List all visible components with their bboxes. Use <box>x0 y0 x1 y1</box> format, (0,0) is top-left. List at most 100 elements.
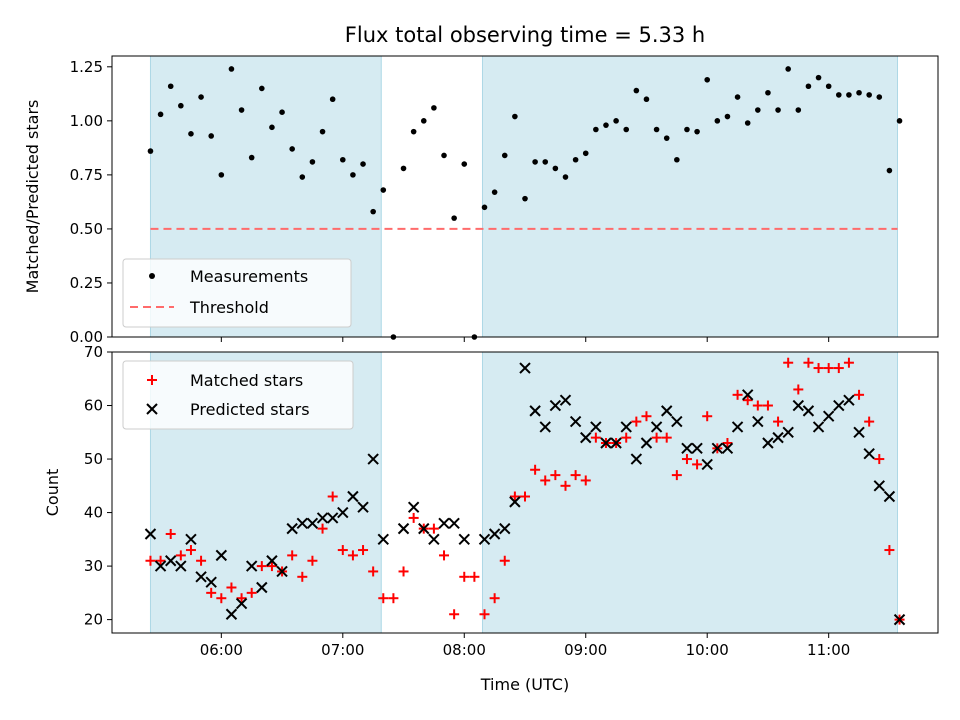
measurement-point <box>512 113 518 120</box>
predicted-star-point <box>458 533 470 546</box>
predicted-star-point <box>559 394 572 406</box>
measurement-point <box>289 146 295 152</box>
matched-star-point <box>246 587 257 598</box>
measurement-point <box>846 92 852 98</box>
shaded-interval <box>481 55 899 338</box>
bottom-axes-frame <box>111 351 939 634</box>
predicted-star-point <box>205 576 217 588</box>
matched-star-point <box>368 566 379 577</box>
matched-star-point <box>378 593 389 604</box>
measurement-point <box>613 118 619 124</box>
measurement-point <box>593 126 599 133</box>
predicted-star-point <box>863 447 875 460</box>
matched-star-point <box>813 363 824 374</box>
measurement-point <box>562 174 569 180</box>
measurement-point <box>684 126 690 133</box>
bottom-legend-box <box>122 360 354 430</box>
x-tick-label: 06:00 <box>200 641 243 659</box>
matched-star-point <box>732 389 743 400</box>
predicted-star-point <box>782 426 794 438</box>
matched-star-point <box>439 550 450 561</box>
measurement-point <box>279 109 285 115</box>
matched-star-point <box>742 395 753 406</box>
bottom-x-ticks: 06:00 07:00 08:00 09:00 10:00 11:00 <box>200 633 850 659</box>
measurement-point <box>350 172 356 178</box>
predicted-star-point <box>185 533 197 546</box>
measurement-point <box>238 107 245 113</box>
predicted-star-point <box>407 501 420 513</box>
predicted-star-point <box>580 431 592 444</box>
matched-star-point <box>671 470 682 481</box>
predicted-star-point <box>802 405 815 417</box>
predicted-star-point <box>529 405 541 417</box>
measurement-point <box>805 83 812 90</box>
matched-star-point <box>722 437 733 448</box>
matched-star-point <box>145 555 156 566</box>
predicted-star-point <box>681 442 693 455</box>
predicted-star-point <box>549 399 562 412</box>
measurement-point <box>218 172 225 178</box>
matched-star-point <box>196 555 207 566</box>
matched-star-point <box>449 609 460 620</box>
matched-star-point <box>337 545 348 556</box>
measurement-point <box>815 74 822 81</box>
matched-star-point <box>580 475 591 486</box>
bottom-points <box>144 357 906 626</box>
measurement-point <box>542 159 549 165</box>
measurement-point <box>765 89 771 96</box>
measurement-point <box>663 135 670 141</box>
predicted-star-point <box>772 431 784 444</box>
measurement-point <box>451 215 457 221</box>
measurement-point <box>755 107 761 113</box>
matched-star-point <box>540 475 551 486</box>
matched-star-point <box>631 416 642 427</box>
matched-star-point <box>681 454 692 465</box>
measurement-point <box>208 133 215 139</box>
matched-star-point <box>530 464 541 475</box>
measurement-point <box>198 94 204 100</box>
predicted-star-point <box>316 512 329 524</box>
measurement-point <box>329 96 336 103</box>
measurement-point <box>532 159 538 165</box>
predicted-star-point <box>144 528 157 540</box>
predicted-star-point <box>610 437 622 449</box>
matched-star-point <box>216 593 227 604</box>
measurement-point <box>886 167 893 174</box>
measurement-point <box>420 118 427 124</box>
measurement-point <box>228 66 235 72</box>
chart-title: Flux total observing time = 5.33 h <box>345 23 705 47</box>
predicted-star-point <box>853 426 865 438</box>
matched-star-point <box>317 523 328 534</box>
matched-star-point <box>307 555 318 566</box>
predicted-star-point <box>671 415 683 428</box>
y-tick-label: 50 <box>84 450 103 468</box>
matched-star-point <box>297 571 308 582</box>
predicted-star-point <box>377 533 389 546</box>
measurement-point <box>339 156 346 163</box>
predicted-star-point <box>286 522 298 535</box>
matched-star-point <box>327 491 338 502</box>
predicted-star-point <box>488 528 501 540</box>
measurement-point <box>734 94 741 100</box>
x-tick-label: 11:00 <box>807 641 850 659</box>
y-tick-label: 1.00 <box>70 112 103 130</box>
measurement-point <box>835 92 842 98</box>
measurement-point <box>856 89 862 96</box>
predicted-star-point <box>893 613 906 626</box>
measurement-point <box>481 204 488 211</box>
measurement-point <box>876 94 883 100</box>
predicted-star-point <box>306 517 319 529</box>
measurement-point <box>704 76 711 83</box>
matched-star-point <box>590 432 601 443</box>
matched-star-point <box>692 459 703 470</box>
measurement-point <box>370 208 376 215</box>
matched-star-point <box>358 545 369 556</box>
matched-star-point <box>287 550 298 561</box>
matched-star-point <box>489 593 500 604</box>
predicted-star-point <box>266 555 278 567</box>
matched-star-point <box>874 454 885 465</box>
matched-star-point <box>408 512 419 523</box>
y-tick-label: 60 <box>84 397 103 415</box>
measurement-point <box>825 83 832 90</box>
predicted-star-point <box>701 458 713 471</box>
